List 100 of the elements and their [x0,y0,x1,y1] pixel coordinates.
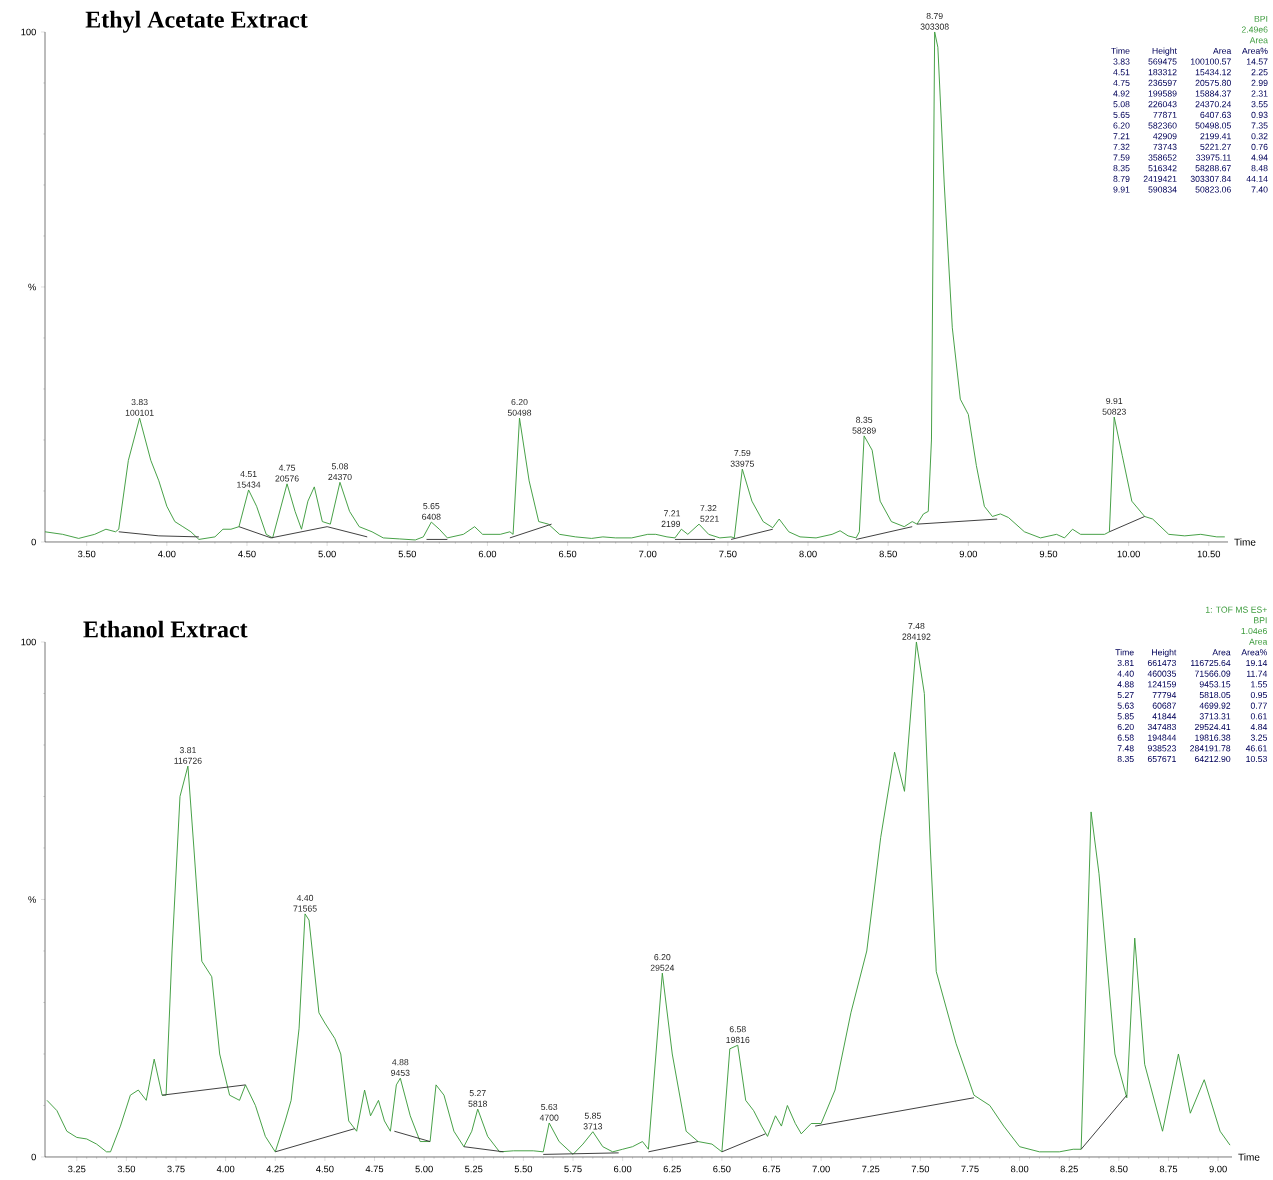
x-tick-label: 8.75 [1159,1165,1178,1173]
annotation: 77871 [1153,111,1177,118]
annotation: 4699.92 [1199,702,1231,709]
annotation: 2419421 [1143,175,1177,182]
annotation: 3.81 [179,747,196,754]
annotation: 19816.38 [1195,734,1231,741]
annotation: 5818 [468,1100,487,1107]
annotation: 50823 [1102,408,1126,415]
annotation: 4.88 [1117,681,1134,688]
annotation: 124159 [1148,681,1176,688]
annotation: 358652 [1148,154,1177,161]
annotation: 2199.41 [1200,133,1231,140]
text: Area% [1241,649,1268,656]
annotation: 5.65 [423,503,440,510]
annotation: 460035 [1147,670,1176,677]
annotation: 50498.05 [1195,122,1231,129]
x-tick-label: 7.25 [862,1165,880,1173]
annotation: 20576 [275,475,299,482]
x-tick-label: 10.50 [1197,550,1221,558]
text: 0.76 [1251,143,1268,150]
annotation: 42909 [1153,133,1177,140]
annotation: 2199 [661,520,681,527]
text: 2.25 [1251,69,1268,76]
chart-title: Ethanol Extract [83,620,248,638]
text: 3.25 [1250,734,1267,741]
x-tick-label: 5.00 [415,1165,433,1173]
annotation: Time [1115,649,1134,656]
annotation: 60687 [1152,702,1176,709]
annotation: 7.32 [1113,143,1130,150]
annotation: 7.21 [1113,133,1130,140]
x-axis-title: Time [1234,538,1256,546]
annotation: 100101 [125,409,154,416]
annotation: 7.32 [700,505,717,512]
text: 44.14 [1246,175,1268,182]
annotation: 4.51 [240,470,257,478]
annotation: 516342 [1148,165,1177,172]
x-tick-label: 8.00 [1010,1165,1029,1173]
x-tick-label: 5.50 [514,1165,533,1173]
annotation: 5.08 [331,463,348,470]
annotation: 5.63 [1117,702,1134,709]
x-tick-label: 7.50 [911,1165,930,1173]
text: BPI [1254,617,1267,624]
annotation: 29524 [650,964,675,971]
annotation: 3713 [583,1123,603,1130]
x-tick-label: 7.75 [961,1165,979,1173]
x-tick-label: 9.00 [959,550,978,558]
annotation: 4.75 [1113,79,1130,86]
x-tick-label: 3.50 [77,550,96,558]
x-tick-label: 10.00 [1117,550,1140,558]
x-tick-label: 4.50 [238,550,256,558]
x-tick-label: 8.50 [879,550,897,558]
annotation: 5.63 [541,1103,558,1111]
annotation: 6.20 [654,954,671,961]
annotation: 284192 [902,633,931,640]
x-tick-label: 6.00 [478,550,497,558]
x-tick-label: 7.50 [719,550,737,558]
line-series [46,641,1231,1155]
annotation: 938523 [1147,745,1176,752]
text: 1.55 [1251,681,1267,688]
annotation: 6.20 [511,398,528,406]
annotation: 73743 [1153,143,1177,150]
annotation: 8.79 [926,12,943,20]
annotation: 6407.63 [1200,111,1231,118]
annotation: 582360 [1148,122,1177,129]
text: 8.48 [1251,165,1268,172]
x-tick-label: 4.75 [365,1165,384,1173]
text: 2.99 [1251,79,1268,86]
y-tick-label: % [28,896,36,903]
annotation: 8.35 [1117,755,1134,763]
annotation: 9453 [391,1069,410,1076]
y-tick-label: % [28,283,36,291]
y-tick-label: 100 [21,638,36,646]
x-tick-label: 5.75 [564,1165,582,1173]
text: 11.74 [1246,670,1268,677]
x-tick-label: 4.00 [157,550,176,558]
annotation: Height [1152,47,1177,56]
annotation: 15434.12 [1195,69,1231,76]
annotation: 5.85 [1117,713,1134,720]
text: 14.57 [1246,58,1268,65]
annotation: 4.75 [278,464,296,471]
annotation: 9.91 [1106,397,1123,405]
annotation: 41844 [1152,713,1177,720]
text: 46.61 [1245,745,1267,752]
annotation: 5221 [700,515,719,522]
annotation: 4.40 [296,894,314,901]
annotation: 4.88 [392,1059,409,1066]
text: 19.14 [1246,659,1268,667]
annotation: 64212.90 [1194,755,1231,763]
text: Area [1249,638,1268,645]
x-tick-label: 9.50 [1039,550,1058,558]
annotation: 590834 [1148,186,1177,193]
annotation: 3.81 [1117,659,1134,667]
text: 7.35 [1251,122,1268,129]
annotation: 77794 [1152,691,1177,699]
text: 4.94 [1251,154,1268,161]
annotation: 19816 [726,1036,750,1043]
x-tick-label: 5.25 [465,1165,483,1173]
x-tick-label: 4.25 [266,1165,284,1173]
text: 1.04e6 [1241,627,1267,635]
x-tick-label: 6.50 [558,550,577,558]
